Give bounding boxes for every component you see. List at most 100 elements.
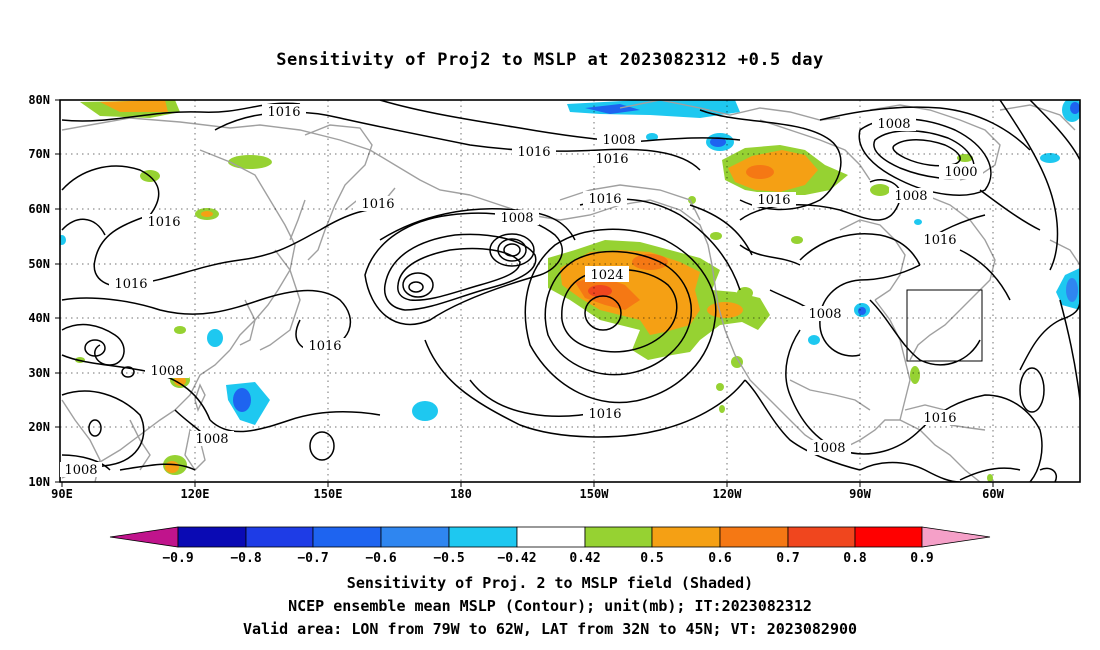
contour-label: 1008	[145, 363, 189, 379]
colorbar-label: 0.5	[640, 551, 663, 566]
contour-label: 1016	[918, 232, 962, 248]
colorbar-swatch	[651, 526, 721, 548]
shade-positive	[870, 184, 890, 196]
svg-text:1008: 1008	[812, 441, 845, 456]
colorbar-swatch	[787, 526, 856, 548]
svg-text:1000: 1000	[944, 165, 977, 180]
shade-positive	[791, 236, 803, 244]
valid-area-box	[906, 289, 983, 362]
svg-text:1016: 1016	[147, 215, 180, 230]
shade-negative	[858, 307, 866, 315]
lon-label: 120E	[181, 487, 210, 501]
shade-positive	[716, 383, 724, 391]
lon-label: 120W	[713, 487, 743, 501]
colorbar-swatch	[312, 526, 382, 548]
contour-label: 1008	[60, 462, 102, 478]
colorbar-label: 0.7	[776, 551, 799, 566]
svg-text:1008: 1008	[500, 211, 533, 226]
colorbar-label: 0.8	[843, 551, 867, 566]
svg-text:1008: 1008	[877, 117, 910, 132]
colorbar-swatch	[854, 526, 923, 548]
colorbar-swatch	[380, 526, 450, 548]
caption-line-1: Sensitivity of Proj. 2 to MSLP field (Sh…	[346, 574, 754, 592]
svg-text:1008: 1008	[602, 133, 635, 148]
contour-label: 1024	[585, 266, 629, 283]
shade-positive	[228, 155, 272, 169]
caption-line-2: NCEP ensemble mean MSLP (Contour); unit(…	[288, 597, 812, 615]
shade-positive	[165, 461, 179, 473]
contour-label: 1016	[109, 276, 153, 292]
shade-negative	[412, 401, 438, 421]
shade-negative	[1040, 153, 1060, 163]
contour-label: 1016	[583, 406, 627, 422]
shade-positive	[174, 376, 186, 386]
contour-label: 1008	[495, 210, 539, 226]
shade-positive	[100, 100, 168, 112]
shade-positive	[710, 232, 722, 240]
latitude-labels: 80N 70N 60N 50N 40N 30N 20N 10N	[28, 93, 50, 489]
svg-text:1008: 1008	[808, 307, 841, 322]
contour-label: 1016	[918, 410, 962, 426]
shade-negative	[710, 137, 726, 147]
colorbar-label: −0.5	[433, 551, 464, 566]
lon-label: 90W	[849, 487, 871, 501]
shade-negative	[808, 335, 820, 345]
colorbar-swatch	[516, 526, 586, 548]
colorbar-labels: −0.9 −0.8 −0.7 −0.6 −0.5 −0.42 0.42 0.5 …	[162, 551, 933, 566]
shade-negative	[646, 133, 658, 141]
chart-title: Sensitivity of Proj2 to MSLP at 20230823…	[276, 50, 824, 70]
shade-positive	[910, 366, 920, 384]
contour-label: 1016	[142, 214, 186, 230]
shade-positive	[731, 356, 743, 368]
lat-label: 50N	[28, 257, 50, 271]
shade-positive	[719, 405, 725, 413]
lat-label: 30N	[28, 366, 50, 380]
svg-text:1016: 1016	[595, 152, 628, 167]
lat-label: 60N	[28, 202, 50, 216]
colorbar-label: 0.9	[910, 551, 933, 566]
colorbar-swatch	[448, 526, 518, 548]
colorbar-swatch	[921, 526, 991, 548]
contour-label: 1008	[872, 116, 916, 132]
lon-label: 150W	[580, 487, 610, 501]
longitude-labels: 90E 120E 150E 180 150W 120W 90W 60W	[51, 487, 1004, 501]
shade-negative	[1070, 102, 1080, 114]
shade-negative	[60, 235, 66, 245]
contour-label: 1016	[583, 191, 627, 207]
contour-label: 1008	[190, 431, 234, 447]
colorbar-swatch	[719, 526, 789, 548]
svg-text:1024: 1024	[590, 268, 623, 283]
axis-ticks	[55, 99, 994, 487]
shade-positive	[957, 154, 973, 162]
colorbar-label: −0.42	[497, 551, 536, 566]
contour-labels: 1016 1008 1016 1016 1008 1000 1016 1016 …	[60, 104, 983, 478]
colorbar-swatch	[109, 526, 179, 548]
lon-label: 150E	[314, 487, 343, 501]
svg-text:1016: 1016	[114, 277, 147, 292]
contour-label: 1008	[597, 132, 641, 148]
colorbar-label: −0.6	[365, 551, 396, 566]
shade-negative	[207, 329, 223, 347]
contour-label: 1008	[807, 440, 851, 456]
contour-label: 1016	[262, 104, 306, 120]
mslp-contours	[61, 100, 1080, 482]
contour-label: 1016	[356, 196, 400, 212]
contour-label: 1008	[889, 188, 933, 204]
colorbar	[109, 526, 991, 548]
colorbar-label: 0.42	[569, 551, 600, 566]
svg-text:1008: 1008	[195, 432, 228, 447]
contour-label: 1016	[752, 192, 796, 208]
contour-label: 1016	[590, 151, 634, 167]
lat-label: 70N	[28, 147, 50, 161]
svg-text:1016: 1016	[923, 411, 956, 426]
lat-label: 10N	[28, 475, 50, 489]
colorbar-swatch	[245, 526, 314, 548]
shade-positive	[201, 211, 213, 217]
map-border	[59, 99, 1081, 483]
lat-label: 40N	[28, 311, 50, 325]
shade-negative	[1066, 278, 1078, 302]
lon-label: 90E	[51, 487, 73, 501]
lat-label: 20N	[28, 420, 50, 434]
svg-text:1016: 1016	[308, 339, 341, 354]
